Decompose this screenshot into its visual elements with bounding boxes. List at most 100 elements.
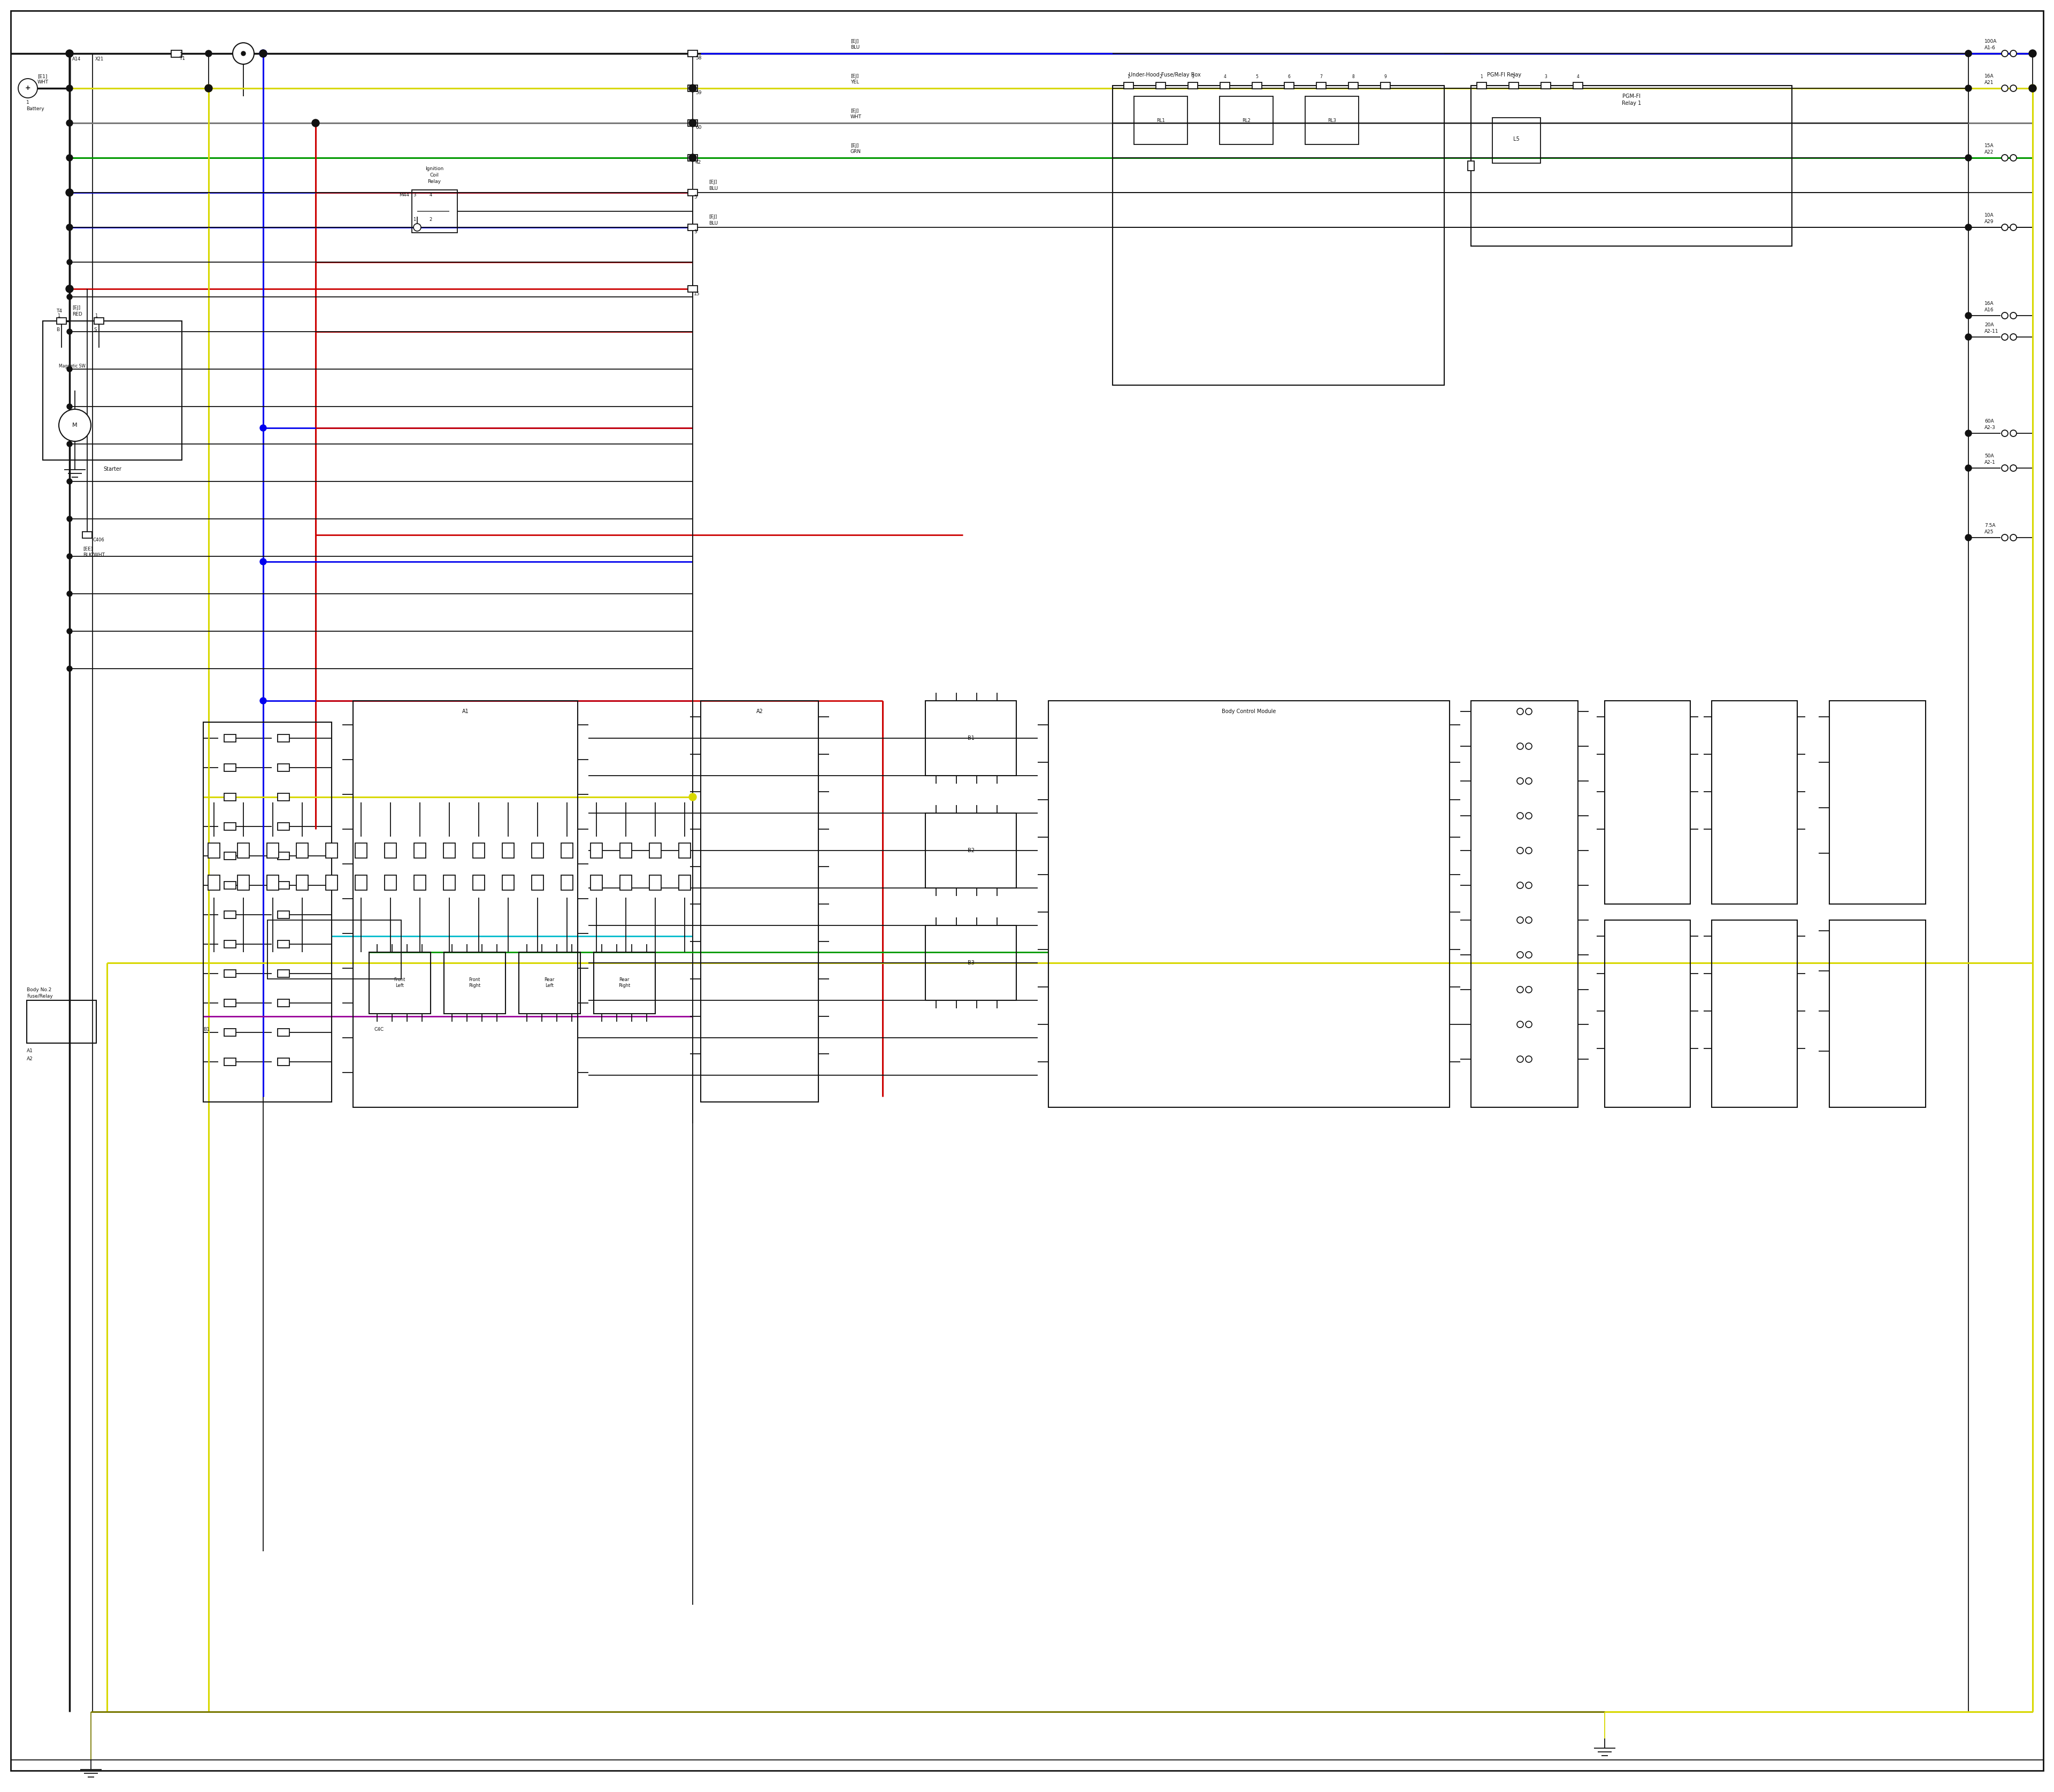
Circle shape — [68, 260, 72, 265]
Circle shape — [1518, 848, 1524, 853]
Circle shape — [1518, 952, 1524, 959]
Text: Rear
Left: Rear Left — [544, 977, 555, 987]
Bar — [203, 722, 331, 1102]
Text: 10A: 10A — [1984, 213, 1994, 217]
Bar — [444, 952, 505, 1014]
Text: Body Control Module: Body Control Module — [1222, 710, 1276, 715]
Text: T1: T1 — [179, 56, 185, 61]
Text: Coil: Coil — [429, 172, 440, 177]
Text: 20A: 20A — [1984, 323, 1994, 328]
Text: C406: C406 — [92, 538, 105, 543]
Text: Fuse/Relay: Fuse/Relay — [27, 995, 53, 998]
Circle shape — [1966, 534, 1972, 541]
Bar — [678, 842, 690, 858]
Bar — [926, 701, 1017, 776]
Text: 15A: 15A — [1984, 143, 1994, 149]
Circle shape — [1526, 882, 1532, 889]
Bar — [355, 874, 368, 891]
Bar — [688, 120, 698, 125]
Circle shape — [68, 478, 72, 484]
Bar — [1573, 82, 1584, 90]
Text: [EJ]: [EJ] — [850, 143, 859, 149]
Circle shape — [1518, 1021, 1524, 1027]
Text: GRN: GRN — [850, 149, 861, 154]
Text: S: S — [94, 328, 97, 332]
Circle shape — [1966, 50, 1972, 57]
Circle shape — [68, 516, 72, 521]
Circle shape — [2011, 464, 2017, 471]
Circle shape — [2011, 312, 2017, 319]
Text: 7: 7 — [1321, 73, 1323, 79]
Bar — [224, 735, 236, 742]
Text: A14: A14 — [72, 57, 80, 61]
Circle shape — [1526, 778, 1532, 785]
Circle shape — [66, 285, 74, 292]
Text: A16: A16 — [1984, 308, 1994, 312]
Text: 2: 2 — [1158, 73, 1163, 79]
Bar — [43, 321, 183, 461]
Circle shape — [1966, 333, 1972, 340]
Bar — [1113, 86, 1444, 385]
Text: 50A: 50A — [1984, 453, 1994, 459]
Bar — [384, 874, 396, 891]
Text: Starter: Starter — [103, 466, 121, 471]
Text: B1: B1 — [967, 735, 974, 740]
Circle shape — [66, 188, 74, 197]
Bar — [678, 874, 690, 891]
Text: M44: M44 — [398, 192, 409, 197]
Bar — [267, 842, 279, 858]
Text: B1: B1 — [203, 1027, 210, 1032]
Text: 1: 1 — [1481, 73, 1483, 79]
Text: Front
Left: Front Left — [394, 977, 405, 987]
Circle shape — [2011, 84, 2017, 91]
Bar — [224, 882, 236, 889]
Bar — [1830, 701, 1927, 903]
Text: [EJ]: [EJ] — [709, 179, 717, 185]
Text: 1: 1 — [58, 314, 60, 319]
Bar — [503, 842, 514, 858]
Bar — [472, 842, 485, 858]
Text: 8: 8 — [1352, 73, 1354, 79]
Circle shape — [68, 667, 72, 672]
Bar — [1349, 82, 1358, 90]
Bar — [238, 874, 249, 891]
Text: T4: T4 — [55, 308, 62, 314]
Text: L5: L5 — [1514, 136, 1520, 142]
Text: 16A: 16A — [1984, 73, 1994, 79]
Bar — [370, 952, 431, 1014]
Circle shape — [259, 50, 267, 57]
Circle shape — [2001, 84, 2009, 91]
Circle shape — [1526, 918, 1532, 923]
Text: BLK/WHT: BLK/WHT — [82, 552, 105, 557]
Text: X21: X21 — [94, 57, 105, 61]
Text: B3: B3 — [967, 961, 974, 966]
Circle shape — [2011, 154, 2017, 161]
Text: 15: 15 — [694, 292, 700, 296]
Bar — [224, 823, 236, 830]
Bar — [444, 842, 456, 858]
Text: BLU: BLU — [709, 220, 719, 226]
Circle shape — [688, 154, 696, 161]
Text: 7.5A: 7.5A — [1984, 523, 1994, 529]
Bar — [926, 925, 1017, 1000]
Text: 100A: 100A — [1984, 39, 1996, 43]
Bar — [532, 874, 544, 891]
Bar — [532, 842, 544, 858]
Circle shape — [68, 629, 72, 634]
Bar — [238, 842, 249, 858]
Bar — [277, 941, 290, 948]
Circle shape — [261, 425, 267, 432]
Text: [EJ]: [EJ] — [72, 305, 80, 310]
Text: C4C: C4C — [374, 1027, 384, 1032]
Circle shape — [1966, 312, 1972, 319]
Text: 9: 9 — [1384, 73, 1386, 79]
Bar — [207, 874, 220, 891]
Circle shape — [66, 84, 72, 91]
Bar — [277, 1029, 290, 1036]
Circle shape — [2001, 224, 2009, 231]
Bar — [1469, 161, 1475, 170]
Circle shape — [1526, 708, 1532, 715]
Bar — [688, 84, 698, 91]
Bar — [1317, 82, 1327, 90]
Circle shape — [1518, 1055, 1524, 1063]
